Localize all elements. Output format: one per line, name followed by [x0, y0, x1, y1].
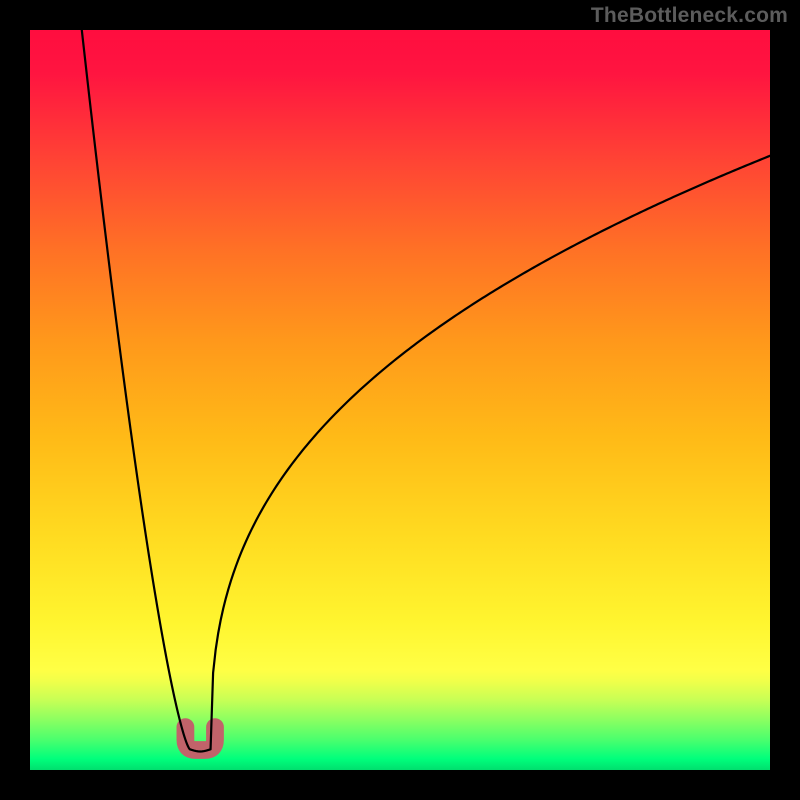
attribution-label: TheBottleneck.com [591, 4, 788, 28]
plot-svg [30, 30, 770, 770]
gradient-background [30, 30, 770, 770]
plot-area [30, 30, 770, 770]
chart-frame: TheBottleneck.com [0, 0, 800, 800]
